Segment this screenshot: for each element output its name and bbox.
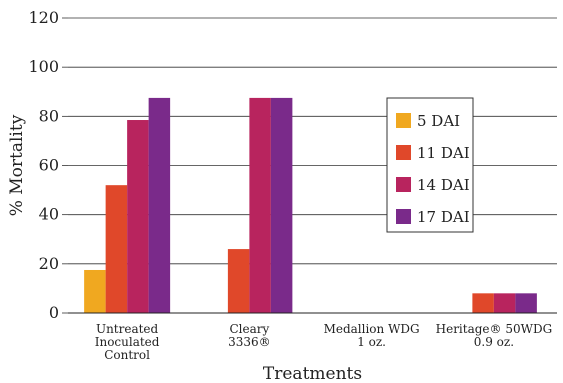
x-category-label: 1 oz. <box>357 335 386 349</box>
x-category-label: Inoculated <box>95 335 160 349</box>
x-category-label: Heritage® 50WDG <box>436 322 553 336</box>
x-category-label: Control <box>104 348 150 362</box>
bar <box>515 293 537 313</box>
x-category-label: Cleary <box>230 322 270 336</box>
y-tick-label: 0 <box>49 303 59 322</box>
y-tick-labels: 0 20 40 60 80 100 120 <box>28 8 59 322</box>
x-category-label: 0.9 oz. <box>474 335 514 349</box>
x-axis-title: Treatments <box>263 364 362 383</box>
y-tick-label: 120 <box>28 8 59 27</box>
legend-label: 14 DAI <box>417 176 470 194</box>
legend-label: 5 DAI <box>417 112 460 130</box>
y-tick-label: 100 <box>28 57 59 76</box>
legend-swatch <box>396 209 411 224</box>
bar <box>249 97 271 314</box>
bar <box>84 269 106 313</box>
bar <box>472 293 494 313</box>
x-category-label: Medallion WDG <box>324 322 420 336</box>
bars <box>84 97 537 314</box>
legend-swatch <box>396 145 411 160</box>
bar <box>227 249 250 313</box>
bar <box>127 120 149 314</box>
legend-swatch <box>396 177 411 192</box>
bar <box>270 97 293 314</box>
y-tick-label: 40 <box>39 205 59 224</box>
bar <box>493 293 516 313</box>
bar <box>105 185 128 313</box>
x-category-label: 3336® <box>228 335 271 349</box>
legend-label: 17 DAI <box>417 208 470 226</box>
y-tick-label: 60 <box>39 156 59 175</box>
y-tick-label: 20 <box>39 254 59 273</box>
legend-label: 11 DAI <box>417 144 470 162</box>
bar <box>148 97 171 314</box>
y-tick-label: 80 <box>39 106 59 125</box>
x-category-label: Untreated <box>96 322 159 336</box>
y-axis-title: % Mortality <box>7 114 27 216</box>
legend-swatch <box>396 113 411 128</box>
legend: 5 DAI 11 DAI 14 DAI 17 DAI <box>386 97 474 233</box>
